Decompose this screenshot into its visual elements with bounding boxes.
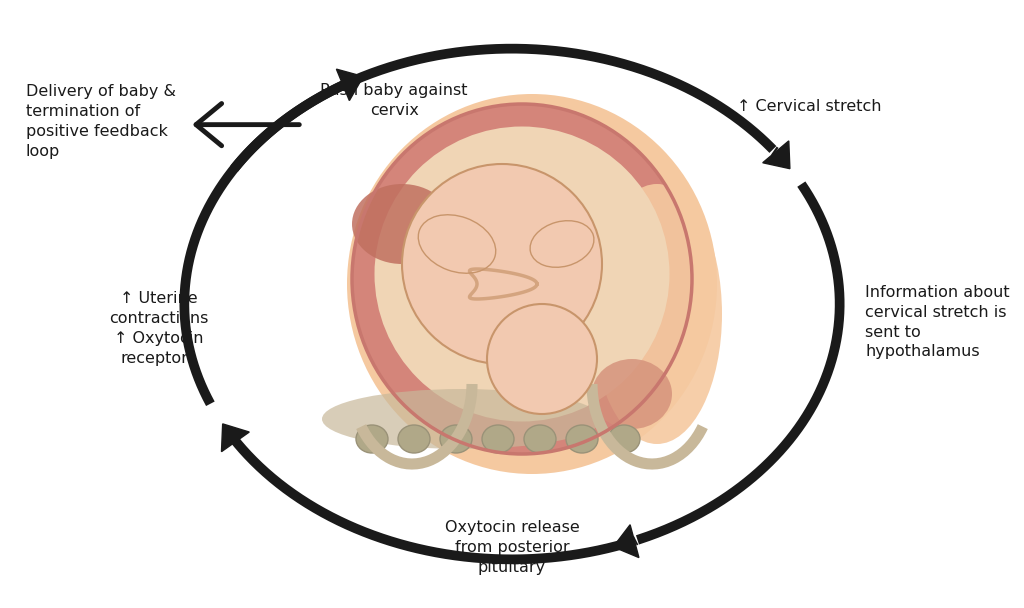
Polygon shape: [763, 141, 790, 168]
Ellipse shape: [418, 215, 496, 273]
Ellipse shape: [322, 389, 602, 449]
Ellipse shape: [347, 94, 717, 474]
Polygon shape: [221, 424, 249, 452]
Text: Delivery of baby &
termination of
positive feedback
loop: Delivery of baby & termination of positi…: [26, 85, 175, 159]
Ellipse shape: [398, 425, 430, 453]
Ellipse shape: [592, 359, 672, 429]
Text: Oxytocin release
from posterior
pituitary: Oxytocin release from posterior pituitar…: [444, 520, 580, 575]
Text: ↑ Uterine
contractions
↑ Oxytocin
receptors: ↑ Uterine contractions ↑ Oxytocin recept…: [109, 291, 209, 365]
Polygon shape: [337, 69, 364, 100]
Ellipse shape: [375, 126, 670, 421]
Ellipse shape: [608, 425, 640, 453]
Ellipse shape: [566, 425, 598, 453]
Polygon shape: [613, 525, 639, 558]
Ellipse shape: [592, 184, 722, 444]
Ellipse shape: [487, 304, 597, 414]
Ellipse shape: [352, 184, 452, 264]
Ellipse shape: [530, 221, 594, 268]
Text: ↑ Cervical stretch: ↑ Cervical stretch: [737, 99, 882, 114]
Ellipse shape: [352, 104, 692, 454]
Ellipse shape: [440, 425, 472, 453]
Ellipse shape: [356, 425, 388, 453]
Ellipse shape: [482, 425, 514, 453]
Ellipse shape: [524, 425, 556, 453]
Text: Information about
cervical stretch is
sent to
hypothalamus: Information about cervical stretch is se…: [865, 285, 1010, 359]
Ellipse shape: [402, 164, 602, 364]
Text: Push baby against
cervix: Push baby against cervix: [321, 83, 468, 118]
